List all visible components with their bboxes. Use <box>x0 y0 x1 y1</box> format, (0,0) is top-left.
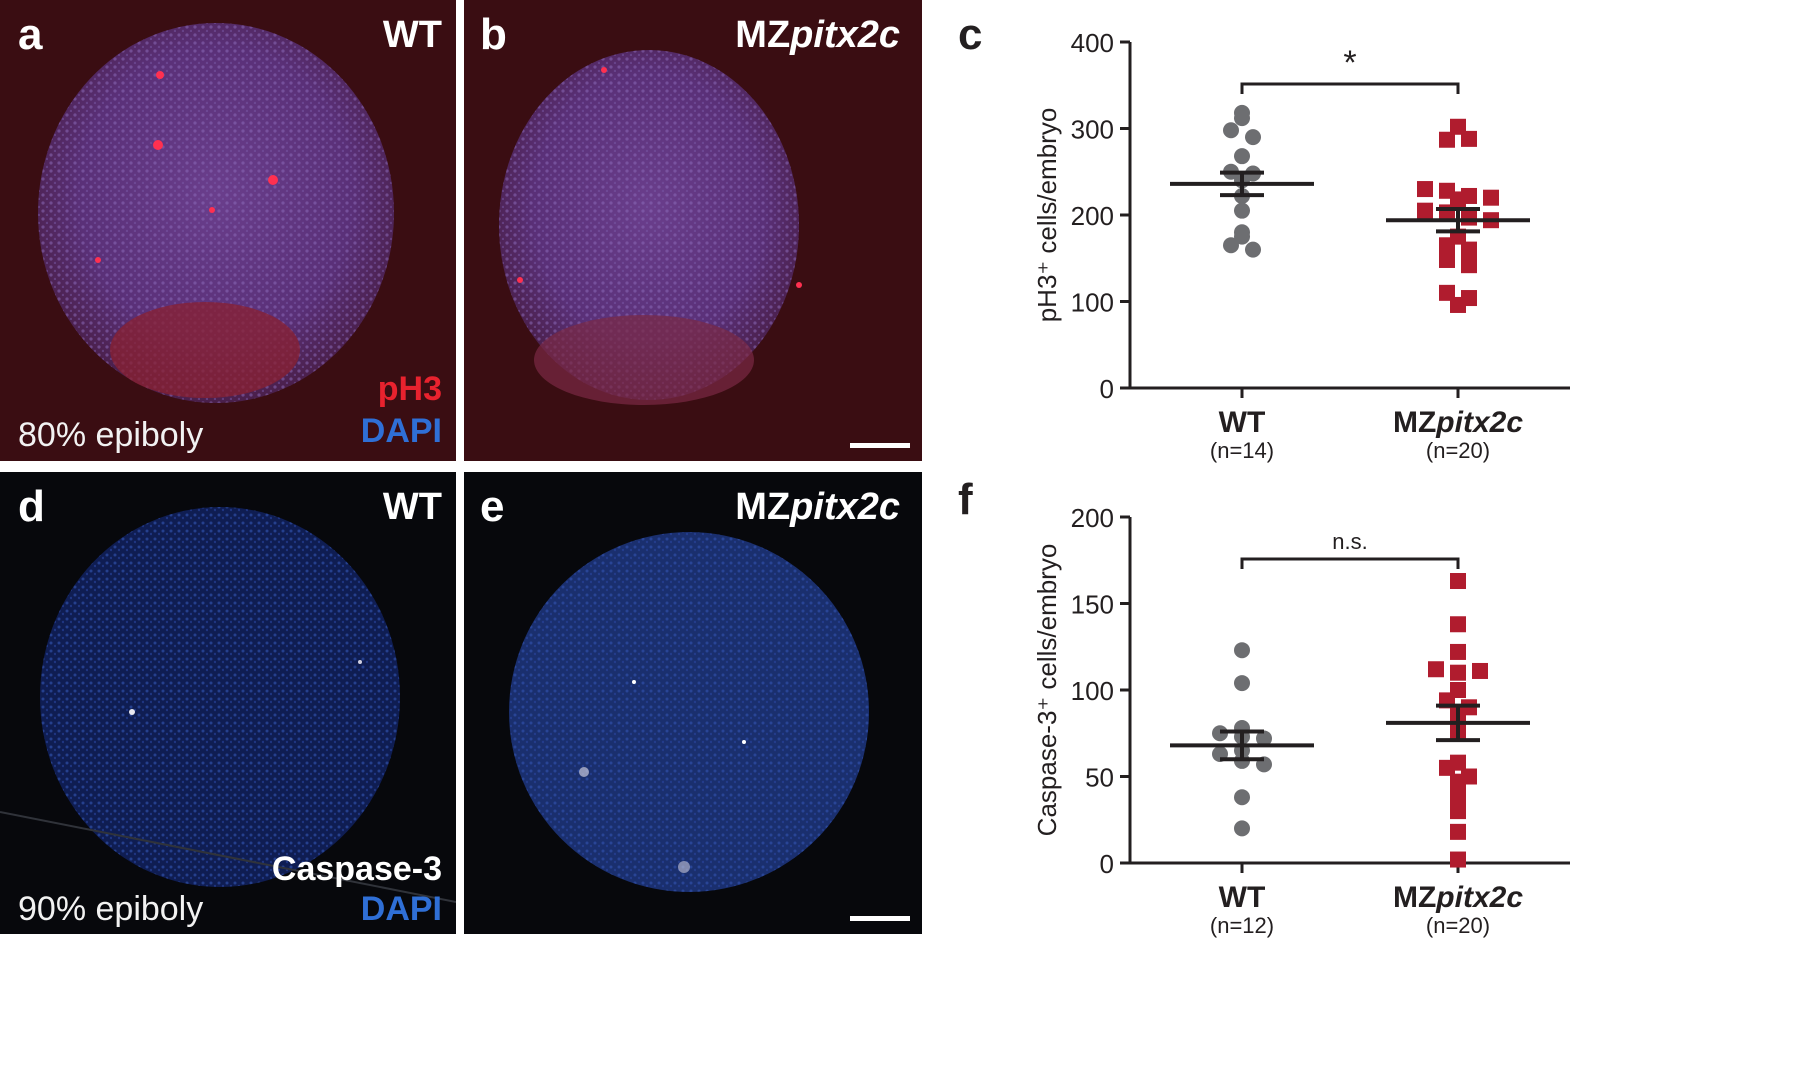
data-point-wt <box>1234 675 1250 692</box>
embryo-d-image <box>0 507 456 903</box>
data-point-wt <box>1223 122 1239 139</box>
data-point-wt <box>1234 110 1250 127</box>
y-tick-label: 300 <box>1071 115 1114 145</box>
data-point-mz <box>1450 803 1466 820</box>
data-point-wt <box>1223 237 1239 254</box>
genotype-prefix: MZ <box>735 486 791 528</box>
genotype-gene: pitx2c <box>790 486 900 528</box>
data-point-wt <box>1234 820 1250 837</box>
panel-letter-c: c <box>958 10 983 59</box>
data-point-wt <box>1234 202 1250 219</box>
panel-letter-a: a <box>18 10 43 59</box>
embryo-b-image <box>499 50 802 405</box>
data-point-mz <box>1461 241 1477 258</box>
data-point-mz <box>1450 851 1466 868</box>
y-axis-label: Caspase-3⁺ cells/embryo <box>1032 544 1062 837</box>
y-tick-label: 100 <box>1071 288 1114 318</box>
panel-letter-b: b <box>480 10 507 59</box>
data-point-mz <box>1461 130 1477 147</box>
panel-letter-e: e <box>480 482 505 531</box>
chart-c-ph3: 0 100 200 300 400 pH3⁺ cells/embryo WT(n=14) MZ… <box>1032 28 1570 463</box>
panel-letter-d: d <box>18 482 45 531</box>
n-label: (n=12) <box>1210 913 1274 938</box>
n-label: (n=14) <box>1210 438 1274 463</box>
embryo-a-image <box>38 23 394 403</box>
x-category-label: MZpitx2c <box>1393 881 1523 914</box>
data-point-mz <box>1428 661 1444 678</box>
data-point-wt <box>1245 129 1261 146</box>
data-point-mz <box>1483 189 1499 206</box>
y-tick-label: 150 <box>1071 590 1114 620</box>
y-tick-label: 0 <box>1100 374 1114 404</box>
genotype-label-mzpitx2c: MZpitx2c <box>735 14 900 57</box>
panel-d-micrograph: d WT 90% epiboly Caspase-3 DAPI <box>0 472 456 934</box>
y-tick-label: 400 <box>1071 28 1114 58</box>
genotype-label-wt-d: WT <box>382 486 442 528</box>
embryo-e-image <box>509 532 869 892</box>
y-tick-label: 200 <box>1071 503 1114 533</box>
data-point-wt <box>1234 148 1250 165</box>
data-point-mz <box>1450 191 1466 208</box>
stage-label: 80% epiboly <box>18 416 204 454</box>
genotype-gene: pitx2c <box>790 14 900 56</box>
data-point-mz <box>1439 131 1455 148</box>
genotype-label-wt: WT <box>382 14 442 56</box>
panel-b-micrograph: b MZpitx2c <box>464 0 922 461</box>
data-point-mz <box>1450 823 1466 840</box>
data-point-mz <box>1450 643 1466 660</box>
n-label: (n=20) <box>1426 913 1490 938</box>
genotype-prefix: MZ <box>735 14 791 56</box>
data-point-wt <box>1256 730 1272 747</box>
x-category-label: WT <box>1219 881 1266 914</box>
data-point-mz <box>1417 202 1433 219</box>
y-tick-label: 100 <box>1071 676 1114 706</box>
data-point-wt <box>1234 228 1250 245</box>
significance-label: * <box>1343 44 1356 82</box>
y-tick-label: 0 <box>1100 849 1114 879</box>
scale-bar-e <box>850 916 910 921</box>
stain-label-dapi: DAPI <box>360 412 442 450</box>
y-tick-label: 50 <box>1085 763 1114 793</box>
n-label: (n=20) <box>1426 438 1490 463</box>
data-point-mz <box>1450 773 1466 790</box>
data-point-mz <box>1450 789 1466 806</box>
data-point-mz <box>1439 204 1455 221</box>
data-point-mz <box>1450 296 1466 313</box>
data-point-mz <box>1450 664 1466 681</box>
data-point-mz <box>1472 662 1488 679</box>
stain-label-caspase: Caspase-3 <box>271 850 442 888</box>
stain-label-dapi-d: DAPI <box>360 890 442 928</box>
significance-bracket <box>1240 557 1460 569</box>
x-category-label: WT <box>1219 406 1266 439</box>
data-point-wt <box>1245 241 1261 258</box>
significance-bracket <box>1240 82 1460 94</box>
data-point-wt <box>1234 789 1250 806</box>
panel-a-micrograph: a WT 80% epiboly pH3 DAPI <box>0 0 456 461</box>
significance-label: n.s. <box>1332 529 1367 554</box>
data-point-mz <box>1450 573 1466 590</box>
data-point-mz <box>1439 759 1455 776</box>
data-point-wt <box>1234 642 1250 659</box>
panel-e-micrograph: e MZpitx2c <box>464 472 922 934</box>
data-point-mz <box>1439 284 1455 301</box>
x-category-label: MZpitx2c <box>1393 406 1523 439</box>
data-point-mz <box>1439 237 1455 254</box>
genotype-label-mzpitx2c-e: MZpitx2c <box>735 486 900 529</box>
data-point-mz <box>1450 118 1466 135</box>
y-tick-label: 200 <box>1071 201 1114 231</box>
stain-label-ph3: pH3 <box>377 370 442 408</box>
data-point-mz <box>1417 181 1433 198</box>
data-point-mz <box>1439 251 1455 268</box>
y-axis-label: pH3⁺ cells/embryo <box>1032 108 1062 323</box>
data-point-mz <box>1461 257 1477 274</box>
panel-letter-f: f <box>958 475 973 524</box>
scale-bar <box>850 443 910 448</box>
data-point-mz <box>1461 209 1477 226</box>
data-point-mz <box>1450 616 1466 633</box>
stage-label-d: 90% epiboly <box>18 890 204 928</box>
